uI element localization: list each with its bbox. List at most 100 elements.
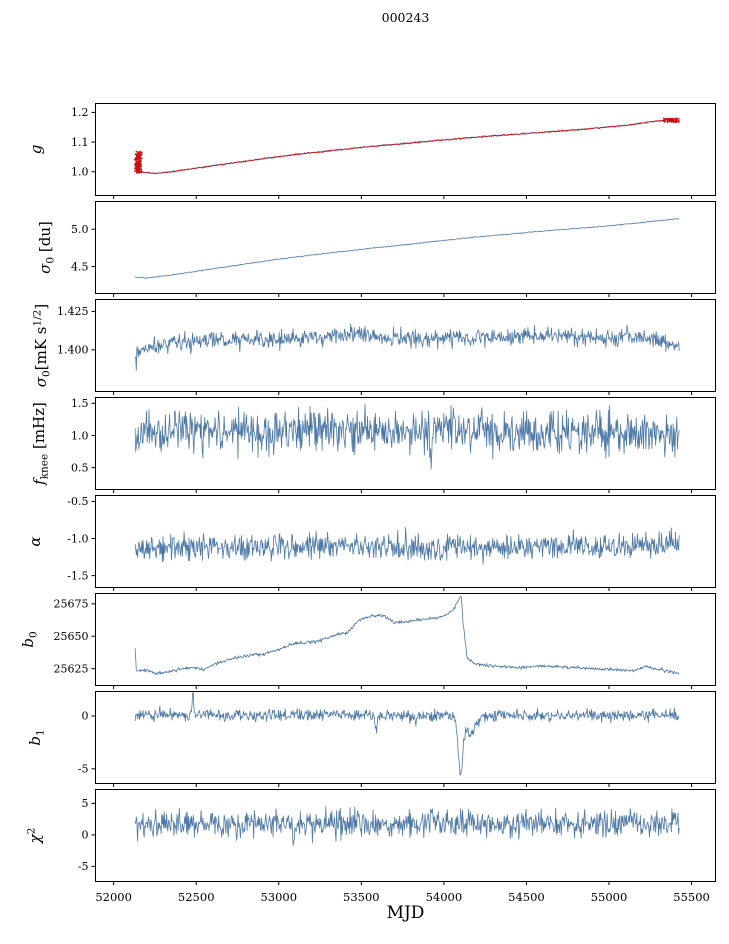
g-fit-line-cluster-point — [140, 151, 143, 154]
x-ticks — [113, 489, 693, 493]
x-axis-strip: 52000 52500 53000 53500 54000 54500 55000 55500 — [95, 890, 710, 904]
g-fit-line-cluster-point — [140, 168, 142, 170]
x-ticks — [113, 195, 693, 199]
g-fit-line-cluster-point — [670, 120, 673, 123]
sigma0-du-line — [134, 218, 680, 279]
y-tick-label: -0.5 — [67, 495, 88, 508]
chi2-line — [134, 806, 680, 846]
g-fit-line-cluster-point — [137, 157, 140, 160]
plot-area — [134, 218, 680, 279]
plot-area — [134, 403, 680, 470]
y-ticks: 0.5 1.0 1.5 — [71, 397, 96, 474]
x-axis-label: MJD — [386, 903, 425, 923]
y-tick-label: -5 — [78, 860, 89, 873]
x-ticks — [113, 391, 693, 395]
y-tick-label: 1.1 — [71, 136, 89, 149]
g-fit-line-cluster-point — [662, 120, 665, 123]
x-tick-label: 54500 — [508, 890, 545, 904]
g-fit-line — [134, 118, 680, 175]
y-tick-label: -5 — [78, 763, 89, 776]
g-fit-line-cluster-point — [136, 158, 138, 161]
x-ticks — [113, 587, 693, 591]
panel-border — [95, 397, 716, 490]
g-fit-line-cluster-point — [139, 161, 142, 163]
y-tick-label: 4.5 — [71, 260, 89, 273]
x-ticks — [113, 881, 693, 885]
g-fit-line-cluster-point — [138, 168, 141, 171]
panel-3: 0.5 1.0 1.5 fknee [mHz] — [30, 397, 716, 493]
g-fit-line-cluster-point — [135, 163, 137, 166]
g-fit-line-cluster-point — [135, 168, 138, 171]
y-tick-label: 5 — [82, 797, 89, 810]
y-axis-title: σ0 [du] — [36, 221, 57, 274]
y-ticks: 1.0 1.1 1.2 — [71, 106, 96, 179]
y-ticks: 25625 25650 25675 — [54, 598, 96, 675]
plot-area — [134, 595, 680, 676]
panel-border — [95, 201, 716, 294]
panel-border — [95, 495, 716, 588]
g-fit-line-cluster-point — [135, 154, 138, 157]
panel-1: 4.5 5.0 σ0 [du] — [36, 201, 716, 297]
alpha-line — [134, 527, 680, 565]
y-axis-title: χ2 — [26, 828, 45, 845]
plot-area — [134, 323, 680, 371]
panel-4: -0.5 -1.0 -1.5 α — [26, 495, 716, 591]
g-fit-line-cluster-point — [138, 155, 141, 158]
plot-area — [133, 117, 680, 175]
x-tick-label: 52000 — [95, 890, 132, 904]
g-fit-line-cluster-point — [667, 118, 669, 120]
y-tick-label: 0 — [82, 710, 89, 723]
x-tick-label: 55000 — [591, 890, 628, 904]
y-axis-title: b1 — [26, 729, 47, 745]
g-fit-line-cluster-point — [135, 156, 138, 158]
g-fit-line-cluster-point — [672, 120, 675, 123]
g-fit-line-cluster-point — [665, 118, 667, 121]
x-ticks — [113, 685, 693, 689]
y-axis-title: σ0[mK s1/2] — [32, 304, 53, 387]
g-fit-line-cluster-point — [134, 167, 136, 170]
g-fit-line-cluster-point — [139, 162, 142, 165]
panel-5: 25625 25650 25675 b0 — [19, 593, 716, 689]
x-tick-label: 52500 — [178, 890, 215, 904]
panel-0: 1.0 1.1 1.2 g — [27, 103, 716, 199]
y-ticks: 1.400 1.425 — [57, 305, 96, 357]
y-axis-title: α — [26, 536, 44, 546]
y-tick-label: 1.2 — [71, 106, 89, 119]
panel-6: 0 -5 b1 — [26, 691, 716, 787]
x-tick-label: 54000 — [426, 890, 463, 904]
g-fit-line-cluster-point — [136, 166, 139, 169]
y-tick-label: 1.425 — [57, 305, 89, 318]
g-fit-line-cluster-point — [666, 120, 669, 123]
g-fit-line-cluster-point — [135, 170, 138, 172]
plot-area — [134, 691, 680, 776]
y-tick-label: 25650 — [54, 630, 89, 643]
g-fit-line-cluster-point — [139, 152, 141, 154]
y-tick-label: 1.0 — [71, 429, 89, 442]
y-tick-label: 25625 — [54, 662, 89, 675]
panel-border — [95, 103, 716, 196]
g-fit-line-cluster-point — [668, 120, 671, 123]
fknee-line — [134, 403, 680, 470]
g-fit-line-cluster-point — [675, 118, 678, 121]
y-tick-label: 1.5 — [71, 397, 89, 410]
panel-border — [95, 593, 716, 686]
panel-7: -5 0 5 χ2 — [26, 789, 716, 885]
plot-area — [134, 527, 680, 565]
panel-border — [95, 299, 716, 392]
g-fit-line-cluster-point — [139, 171, 142, 173]
x-ticks — [113, 783, 693, 787]
g-fit-line-cluster-point — [675, 117, 677, 120]
g-fit-line-cluster-point — [139, 157, 142, 159]
g-fit-line-cluster-point — [135, 161, 138, 163]
x-tick-label: 55500 — [673, 890, 710, 904]
y-axis-title: fknee [mHz] — [30, 402, 51, 486]
g-fit-line-cluster-point — [674, 121, 677, 123]
g-fit-line-cluster-point — [138, 171, 140, 173]
g-fit-line-cluster-point — [135, 150, 138, 153]
b0-line — [134, 595, 680, 676]
sigma0-mks-line — [134, 323, 680, 371]
y-tick-label: 1.400 — [57, 344, 89, 357]
y-axis-title: b0 — [19, 631, 40, 647]
panel-2: 1.400 1.425 σ0[mK s1/2] — [32, 299, 716, 395]
